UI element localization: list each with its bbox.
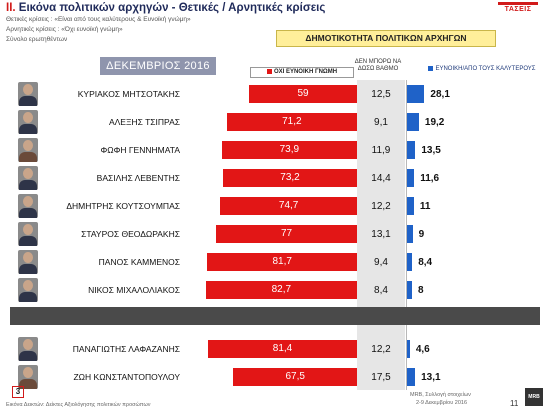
negative-bar: 74,7 [220,197,357,215]
chart-title: ΔΗΜΟΤΙΚΟΤΗΤΑ ΠΟΛΙΤΙΚΩΝ ΑΡΧΗΓΩΝ [276,30,496,47]
positive-bar [407,113,419,131]
dont-know-value: 17,5 [371,372,391,383]
leader-name: ΠΑΝΟΣ ΚΑΜΜΕΝΟΣ [98,257,180,267]
baseline-axis [406,80,407,390]
leader-photo [18,110,38,134]
leader-photo [18,337,38,361]
dont-know-value: 11,9 [371,145,391,156]
positive-value: 13,5 [421,145,441,156]
positive-value: 8,4 [418,257,433,268]
dont-know-value: 12,2 [371,344,391,355]
legend-dont-know: ΔΕΝ ΜΠΟΡΩ ΝΑ ΔΩΣΩ ΒΑΘΜΟ [354,59,402,72]
legend-negative: ΟΧΙ ΕΥΝΟΙΚΗ ΓΝΩΜΗ [250,67,354,78]
positive-bar [407,169,415,187]
dont-know-value: 8,4 [374,285,388,296]
positive-value: 19,2 [424,117,445,128]
negative-bar: 59 [249,85,357,103]
leader-name: ΦΩΦΗ ΓΕΝΝΗΜΑΤΑ [100,145,180,155]
leader-name: ΔΗΜΗΤΡΗΣ ΚΟΥΤΣΟΥΜΠΑΣ [66,201,180,211]
legend-positive-label: ΕΥΝΟΙΚΗ/ΑΠΟ ΤΟΥΣ ΚΑΛΥΤΕΡΟΥΣ [435,66,536,72]
section-divider [10,307,540,325]
dont-know-value: 12,2 [371,201,391,212]
leader-name: ΠΑΝΑΓΙΩΤΗΣ ΛΑΦΑΖΑΝΗΣ [72,344,180,354]
chart-row: ΒΑΣΙΛΗΣ ΛΕΒΕΝΤΗΣ 73,2 14,4 11,6 [0,164,546,192]
chart-row: ΦΩΦΗ ΓΕΝΝΗΜΑΤΑ 73,9 11,9 13,5 [0,136,546,164]
dont-know-value: 13,1 [371,229,391,240]
legend-negative-label: ΟΧΙ ΕΥΝΟΙΚΗ ΓΝΩΜΗ [273,69,338,75]
positive-bar [407,340,410,358]
base-note: Σύνολο ερωτηθέντων [6,36,68,43]
positive-bar [407,197,414,215]
negative-definition: Αρνητικές κρίσεις : «Όχι ευνοϊκή γνώμη» [6,26,123,33]
legend-positive-swatch [428,65,434,71]
chart-row: ΖΩΗ ΚΩΝΣΤΑΝΤΟΠΟΥΛΟΥ 67,5 17,5 13,1 [0,363,546,391]
chart-row: ΑΛΕΞΗΣ ΤΣΙΠΡΑΣ 71,2 9,1 19,2 [0,108,546,136]
positive-bar [407,225,413,243]
leader-name: ΚΥΡΙΑΚΟΣ ΜΗΤΣΟΤΑΚΗΣ [77,89,180,99]
leader-photo [18,166,38,190]
slide-badge: 3 [12,386,24,398]
dont-know-value: 14,4 [371,173,391,184]
negative-bar: 81,7 [207,253,357,271]
leader-photo [18,194,38,218]
footer-dates: 2-9 Δεκεμβρίου 2016 [416,400,468,406]
logo-text: ΤΑΣΕΙΣ [504,6,532,13]
positive-bar [407,85,425,103]
positive-value: 4,6 [415,344,430,355]
negative-bar: 73,9 [221,141,357,159]
chart-row: ΠΑΝΟΣ ΚΑΜΜΕΝΟΣ 81,7 9,4 8,4 [0,248,546,276]
leader-name: ΑΛΕΞΗΣ ΤΣΙΠΡΑΣ [108,117,180,127]
positive-value: 8 [417,285,424,296]
leader-name: ΝΙΚΟΣ ΜΙΧΑΛΟΛΙΑΚΟΣ [88,285,180,295]
negative-bar: 82,7 [205,281,357,299]
dont-know-column [357,80,405,390]
positive-definition: Θετικές κρίσεις : «Είναι από τους καλύτε… [6,16,191,23]
positive-value: 11,6 [420,173,440,184]
positive-bar [407,253,413,271]
positive-bar [407,141,416,159]
leader-photo [18,365,38,389]
chart-row: ΝΙΚΟΣ ΜΙΧΑΛΟΛΙΑΚΟΣ 82,7 8,4 8 [0,276,546,304]
leader-name: ΣΤΑΥΡΟΣ ΘΕΟΔΩΡΑΚΗΣ [81,229,180,239]
legend-negative-swatch [266,68,272,74]
negative-bar: 77 [216,225,357,243]
negative-bar: 73,2 [223,169,357,187]
dont-know-value: 12,5 [371,89,391,100]
chart-row: ΠΑΝΑΓΙΩΤΗΣ ΛΑΦΑΖΑΝΗΣ 81,4 12,2 4,6 [0,335,546,363]
leader-photo [18,222,38,246]
tasis-logo: ΤΑΣΕΙΣ [498,2,538,17]
negative-bar: 71,2 [226,113,357,131]
negative-bar: 81,4 [208,340,357,358]
dont-know-value: 9,4 [374,257,388,268]
period-label: ΔΕΚΕΜΒΡΙΟΣ 2016 [100,57,216,75]
footer-source: MRB, Συλλογή στοιχείων [410,392,471,398]
leader-photo [18,138,38,162]
leader-photo [18,82,38,106]
chart-row: ΚΥΡΙΑΚΟΣ ΜΗΤΣΟΤΑΚΗΣ 59 12,5 28,1 [0,80,546,108]
legend-positive: ΕΥΝΟΙΚΗ/ΑΠΟ ΤΟΥΣ ΚΑΛΥΤΕΡΟΥΣ [420,65,544,76]
footer-note: Εικόνα Δεικτών: Δείκτες Αξιολόγησης πολι… [6,402,151,408]
leader-photo [18,278,38,302]
positive-bar [407,368,416,386]
title-text: Εικόνα πολιτικών αρχηγών - Θετικές / Αρν… [18,2,326,14]
leader-photo [18,250,38,274]
mrb-logo: MRB [525,388,543,406]
dont-know-value: 9,1 [374,117,388,128]
chart-row: ΔΗΜΗΤΡΗΣ ΚΟΥΤΣΟΥΜΠΑΣ 74,7 12,2 11 [0,192,546,220]
page-title: ΙΙ. Εικόνα πολιτικών αρχηγών - Θετικές /… [6,2,325,14]
section-number: ΙΙ. [6,2,16,14]
page-number: 11 [510,399,519,408]
leader-name: ΖΩΗ ΚΩΝΣΤΑΝΤΟΠΟΥΛΟΥ [73,372,180,382]
negative-bar: 67,5 [233,368,357,386]
positive-bar [407,281,412,299]
positive-value: 9 [418,229,425,240]
positive-value: 11 [419,201,431,212]
positive-value: 13,1 [421,372,441,383]
leader-name: ΒΑΣΙΛΗΣ ΛΕΒΕΝΤΗΣ [96,173,180,183]
chart-row: ΣΤΑΥΡΟΣ ΘΕΟΔΩΡΑΚΗΣ 77 13,1 9 [0,220,546,248]
positive-value: 28,1 [430,89,450,100]
